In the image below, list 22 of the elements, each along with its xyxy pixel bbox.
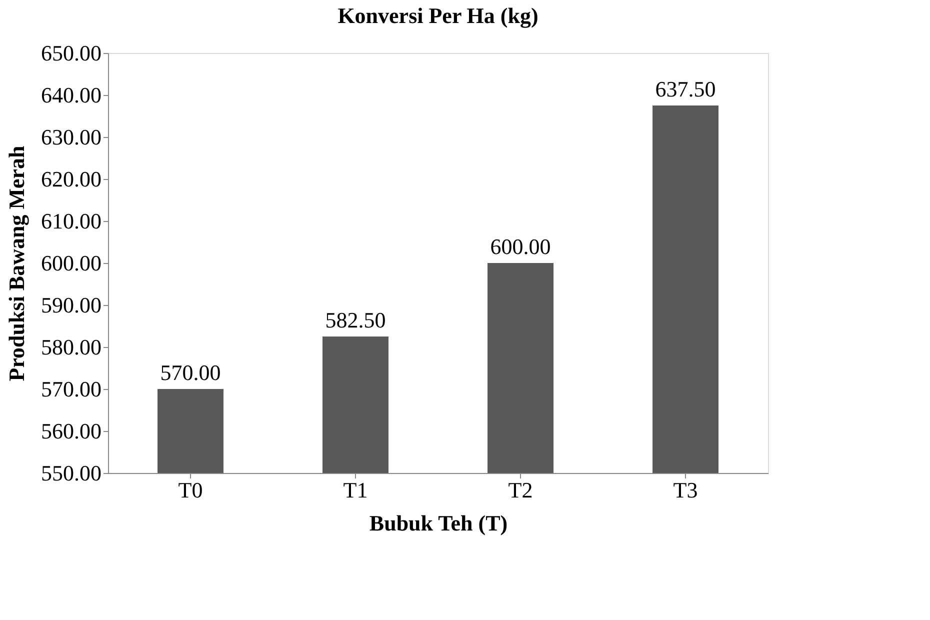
data-label: 637.50	[655, 76, 716, 102]
y-tick-label: 630.00	[41, 124, 102, 150]
y-tick-label: 620.00	[41, 166, 102, 192]
data-label: 600.00	[490, 234, 551, 259]
chart-title: Konversi Per Ha (kg)	[338, 3, 538, 28]
y-tick-label: 580.00	[41, 334, 102, 360]
y-tick-label: 640.00	[41, 82, 102, 108]
y-tick-label: 650.00	[41, 40, 102, 66]
y-axis-title: Produksi Bawang Merah	[4, 146, 29, 382]
y-tick-label: 600.00	[41, 250, 102, 276]
y-tick-label: 550.00	[41, 460, 102, 486]
x-tick-label: T3	[673, 478, 698, 502]
x-tick-label: T2	[508, 478, 533, 502]
x-axis-title: Bubuk Teh (T)	[369, 510, 508, 536]
y-tick-label: 590.00	[41, 292, 102, 318]
data-label: 570.00	[160, 360, 221, 385]
y-tick-label: 570.00	[41, 376, 102, 402]
x-tick-label: T0	[178, 478, 203, 502]
y-tick-label: 610.00	[41, 208, 102, 234]
y-tick-label: 560.00	[41, 418, 102, 444]
data-label: 582.50	[325, 308, 386, 332]
x-tick-label: T1	[343, 478, 368, 502]
